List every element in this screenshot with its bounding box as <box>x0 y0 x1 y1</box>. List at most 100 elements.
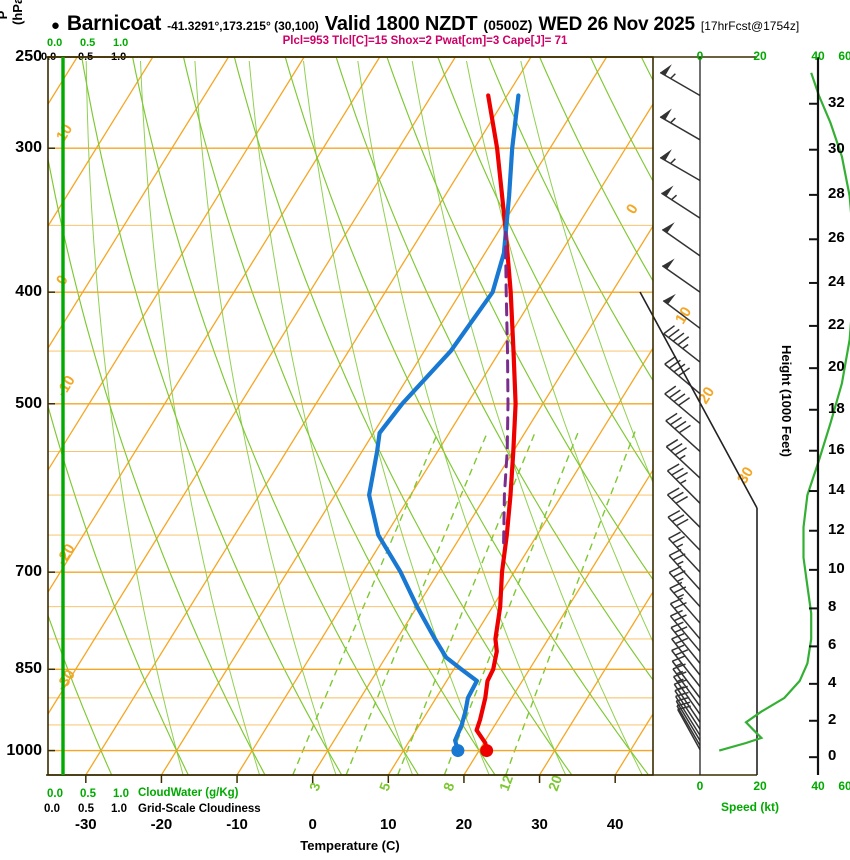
height-tick-32: 32 <box>828 93 845 111</box>
station-coordinates: -41.3291°,173.215° (30,100) <box>167 19 319 33</box>
wind-barb <box>661 222 701 257</box>
isotherm-label-left-3: -20 <box>53 541 79 568</box>
mixing-ratio-grid <box>292 430 636 775</box>
speed-tick-bottom-0: 0 <box>696 779 704 793</box>
wind-barb <box>663 325 701 363</box>
height-tick-22: 22 <box>828 315 845 333</box>
pressure-tick-850: 850 <box>15 660 42 678</box>
wind-barb <box>664 385 701 424</box>
moist-adiabat-grid <box>85 60 653 775</box>
cloudwater-tick-1: 0.5 <box>80 37 96 49</box>
temperature-tick-20: 20 <box>455 816 473 833</box>
mixing-ratio-label-12: 12 <box>496 773 516 793</box>
wind-barb <box>661 258 701 293</box>
wind-barb <box>662 293 701 329</box>
wind-barb <box>668 565 701 608</box>
curve-temperature <box>474 93 518 753</box>
isotherm-label-right-0: 0 <box>623 201 642 217</box>
mixing-ratio-label-20: 20 <box>545 773 565 793</box>
isotherm-label-right-3: 30 <box>734 464 757 487</box>
temperature-tick-10: 10 <box>379 816 397 833</box>
marker-surface-temperature <box>480 744 494 758</box>
height-tick-16: 16 <box>828 440 845 458</box>
pressure-tick-700: 700 <box>15 563 42 581</box>
valid-time: Valid 1800 NZDT <box>324 13 478 35</box>
mixing-ratio-label-5: 5 <box>376 780 394 793</box>
page-header: ● Barnicoat -41.3291°,173.215° (30,100) … <box>0 12 850 38</box>
cloudiness-legend-tick-2: 1.0 <box>111 803 127 815</box>
marker-surface-dewpoint <box>451 744 465 758</box>
wind-barb <box>669 581 701 624</box>
temperature-tick--10: -10 <box>226 816 248 833</box>
sounding-curves <box>367 93 521 753</box>
forecast-info: [17hrFcst@1754z] <box>700 19 800 33</box>
wind-barb <box>669 597 701 640</box>
height-tick-26: 26 <box>828 229 845 247</box>
isotherm-grid <box>48 57 653 775</box>
wind-barb <box>670 621 701 664</box>
cloudiness-legend-label: Grid-Scale Cloudiness <box>138 803 261 815</box>
temperature-tick-40: 40 <box>606 816 624 833</box>
cloudiness-legend-tick-1: 0.5 <box>78 803 94 815</box>
wind-barb <box>675 696 701 741</box>
station-name: Barnicoat <box>66 12 162 35</box>
mixing-ratio-label-8: 8 <box>440 780 458 793</box>
speed-tick-bottom-40: 40 <box>811 779 825 793</box>
pressure-tick-250: 250 <box>15 48 42 65</box>
cloudwater-tick-0: 0.0 <box>47 37 63 49</box>
plot-frame <box>46 56 820 776</box>
wind-barb <box>665 412 701 453</box>
pressure-tick-400: 400 <box>15 283 42 301</box>
station-bullet-icon: ● <box>50 17 60 34</box>
height-tick-2: 2 <box>828 710 837 728</box>
wind-barb <box>674 691 701 736</box>
height-axis-title: Height (1000 Feet) <box>779 345 794 457</box>
wind-barb <box>669 609 701 652</box>
wind-barb <box>659 108 701 141</box>
wind-barb <box>668 531 701 573</box>
sounding-parameters: Plcl=953 Tlcl[C]=15 Shox=2 Pwat[cm]=3 Ca… <box>282 35 568 47</box>
wind-barb-profile <box>639 64 758 775</box>
temperature-tick-30: 30 <box>531 816 548 833</box>
wind-barb <box>659 64 701 97</box>
height-tick-14: 14 <box>828 481 845 499</box>
wind-barb <box>668 548 701 591</box>
valid-date: WED 26 Nov 2025 <box>538 14 695 35</box>
speed-axis-title: Speed (kt) <box>720 800 779 814</box>
cloudwater-legend-tick-0: 0.0 <box>47 788 63 800</box>
isobar-grid <box>48 56 653 752</box>
temperature-axis-title: Temperature (C) <box>300 838 400 853</box>
cloudwater-legend-tick-1: 0.5 <box>80 788 96 800</box>
dry-adiabat-grid <box>48 57 653 775</box>
wind-barb <box>666 487 701 528</box>
temperature-tick--20: -20 <box>150 816 173 833</box>
curve-dewpoint <box>367 93 521 753</box>
wind-barb <box>666 463 701 504</box>
speed-tick-bottom-20: 20 <box>753 779 767 793</box>
wind-barb <box>664 355 701 395</box>
height-tick-0: 0 <box>828 747 837 765</box>
height-speed-curve-path <box>718 72 850 752</box>
height-tick-18: 18 <box>828 399 845 417</box>
speed-tick-top-60: 60 <box>838 49 850 63</box>
height-speed-curve <box>718 72 850 752</box>
cloudwater-legend-label: CloudWater (g/Kg) <box>138 787 239 799</box>
curve-parcel <box>502 230 510 545</box>
axis-ticks <box>48 56 818 783</box>
surface-markers <box>451 744 494 758</box>
height-tick-20: 20 <box>828 358 845 376</box>
valid-time-utc: (0500Z) <box>483 17 533 33</box>
temperature-tick--30: -30 <box>74 816 97 833</box>
height-tick-24: 24 <box>828 272 845 290</box>
speed-tick-bottom-60: 60 <box>838 779 850 793</box>
height-tick-6: 6 <box>828 636 837 654</box>
wind-barb <box>671 632 701 676</box>
height-tick-8: 8 <box>828 598 837 616</box>
wind-barb <box>665 438 701 479</box>
pressure-tick-300: 300 <box>15 139 42 157</box>
mixing-ratio-label-3: 3 <box>306 780 324 793</box>
speed-tick-top-40: 40 <box>811 49 825 63</box>
cloudwater-legend-tick-2: 1.0 <box>113 788 129 800</box>
